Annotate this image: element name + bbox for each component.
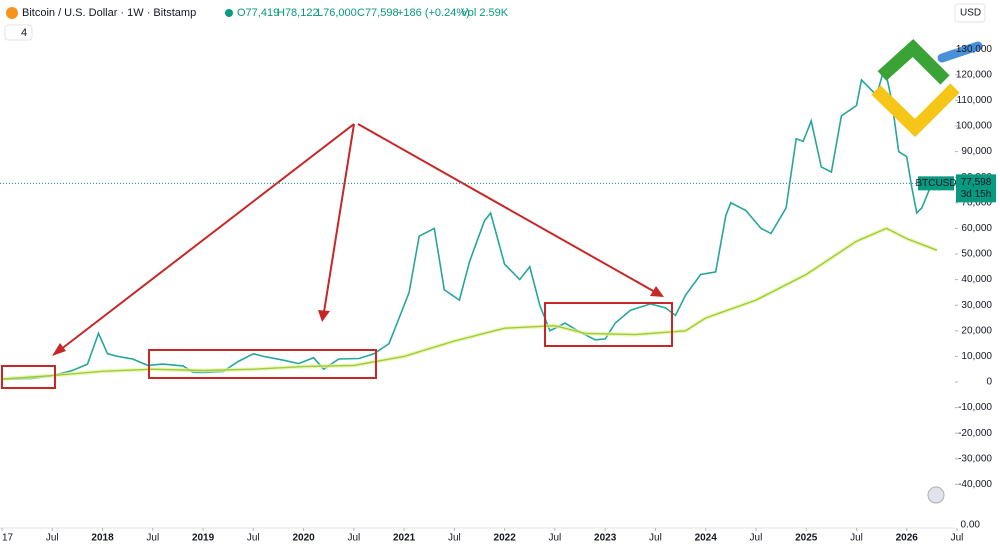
x-tick-label: 2019 <box>192 533 215 544</box>
price-tag-countdown: 3d 15h <box>961 189 992 200</box>
arrowheads <box>52 286 664 356</box>
plot <box>1 66 938 381</box>
box <box>1 365 56 389</box>
y-tick-label: 10,000 <box>961 351 992 362</box>
y-tick-label: 120,000 <box>956 69 993 80</box>
y-tick-label: 50,000 <box>961 249 992 260</box>
y-tick-label: -10,000 <box>958 402 992 413</box>
price-tag-value: 77,598 <box>961 177 992 188</box>
price-axis <box>955 0 1000 552</box>
logo-part <box>877 39 950 85</box>
x-tick-label: Jul <box>247 533 260 544</box>
x-tick-label: Jul <box>549 533 562 544</box>
symbol-tag <box>918 176 954 191</box>
symbol: Bitcoin / U.S. Dollar · 1W · Bitstamp <box>22 7 196 19</box>
close: C77,598 <box>357 7 399 19</box>
currency-button[interactable] <box>954 3 986 23</box>
arrow <box>357 123 656 293</box>
symbol-tag-text: BTCUSD <box>915 178 956 189</box>
x-tick-label: Jul <box>951 533 964 544</box>
volume: Vol 2.59K <box>461 7 509 19</box>
y-tick-label: 0 <box>986 377 992 388</box>
x-tick-label: 2022 <box>494 533 517 544</box>
ma-glow <box>1 226 938 381</box>
flag-icon <box>927 486 945 504</box>
y-tick-label: 130,000 <box>956 44 993 55</box>
y-tick-label: -30,000 <box>958 453 992 464</box>
moving-average <box>1 227 938 380</box>
x-tick-label: Jul <box>850 533 863 544</box>
arrowhead <box>650 286 664 297</box>
y-tick-label: 110,000 <box>957 95 993 106</box>
x-tick-label: 2018 <box>91 533 114 544</box>
x-tick-label: 2025 <box>795 533 818 544</box>
volume-axis-label: 0.00 <box>961 520 981 531</box>
x-tick-label: 2024 <box>695 533 718 544</box>
x-tick-label: 2021 <box>393 533 416 544</box>
price-tag <box>956 174 996 203</box>
currency[interactable]: USD <box>960 8 981 19</box>
status-dot <box>225 9 233 17</box>
open: O77,419 <box>237 7 279 19</box>
x-tick-label: Jul <box>649 533 662 544</box>
x-tick-label: Jul <box>750 533 763 544</box>
y-tick-label: -40,000 <box>958 479 992 490</box>
x-tick-label: 2020 <box>292 533 315 544</box>
y-tick-label: 100,000 <box>956 121 993 132</box>
y-tick-label: -20,000 <box>958 428 992 439</box>
price-line <box>1 66 933 381</box>
coin-icon <box>6 7 18 19</box>
indicator-count[interactable]: 4 <box>21 27 27 39</box>
y-tick-label: 70,000 <box>961 197 992 208</box>
y-tick-label: 40,000 <box>961 274 992 285</box>
y-tick-label: 20,000 <box>961 325 992 336</box>
arrow <box>323 123 355 313</box>
x-tick-label: Jul <box>448 533 461 544</box>
indicator-toggle[interactable] <box>4 24 33 41</box>
arrowhead <box>52 343 66 356</box>
x-tick-label: 2026 <box>896 533 919 544</box>
high: H78,122 <box>277 7 319 19</box>
x-tick-label: Jul <box>347 533 360 544</box>
box <box>544 302 673 347</box>
annotations <box>1 123 673 389</box>
logo-part <box>871 83 960 138</box>
box <box>148 349 377 379</box>
x-tick-label: Jul <box>146 533 159 544</box>
x-tick-label: Jul <box>46 533 59 544</box>
change: +186 (+0.24%) <box>397 7 470 19</box>
x-tick-label: 2023 <box>594 533 617 544</box>
x-tick-label: 17 <box>2 533 14 544</box>
y-tick-label: 30,000 <box>961 300 992 311</box>
y-tick-label: 60,000 <box>961 223 992 234</box>
low: L76,000 <box>317 7 357 19</box>
y-tick-label: 90,000 <box>961 146 992 157</box>
logo-part <box>937 41 983 63</box>
logo <box>871 39 983 138</box>
arrow <box>59 123 355 351</box>
arrowhead <box>318 310 330 322</box>
